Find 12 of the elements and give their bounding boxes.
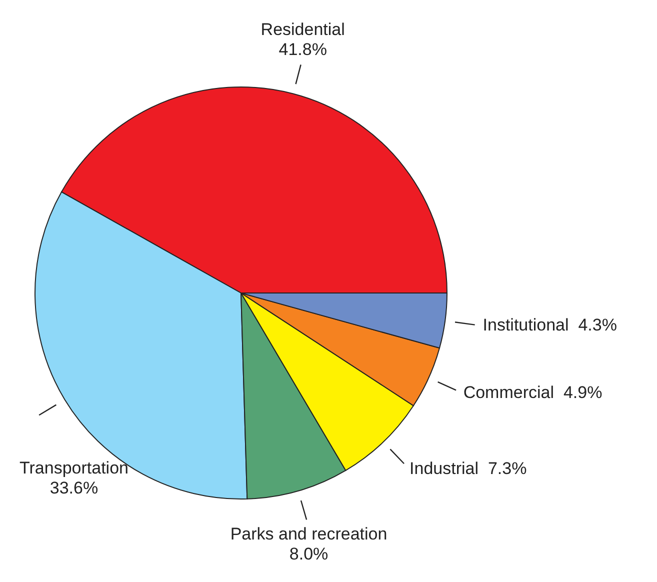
slice-label: Transportation [20, 458, 128, 478]
slice-label: Institutional [482, 315, 569, 334]
data-label: 7.3% [488, 458, 527, 478]
data-label: 8.0% [289, 544, 328, 564]
slice-label: Commercial [463, 382, 554, 402]
slice-label: Residential [260, 20, 345, 39]
data-label: 41.8% [278, 40, 327, 59]
data-label: 4.9% [563, 382, 602, 402]
slice-label: Parks and recreation [230, 524, 388, 544]
data-label: 4.3% [578, 315, 617, 334]
slice-label: Industrial [410, 458, 479, 478]
data-label: 33.6% [50, 478, 98, 498]
